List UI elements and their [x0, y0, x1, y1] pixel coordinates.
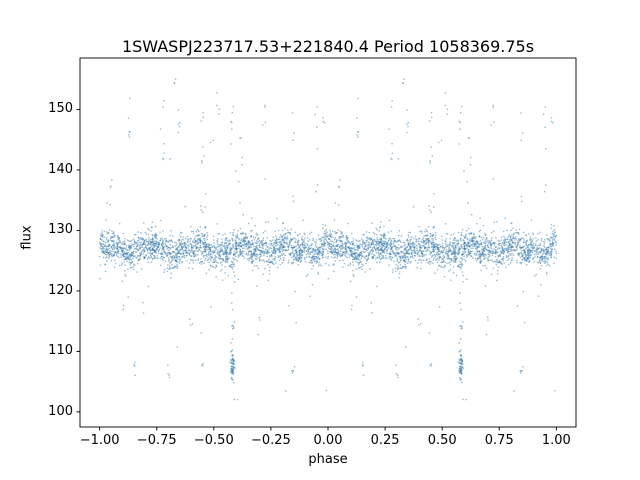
x-tick-label: 0.00 [313, 433, 343, 448]
x-tick-label: −0.25 [250, 433, 291, 448]
x-tick-label: 1.00 [541, 433, 571, 448]
x-tick-label: 0.50 [427, 433, 457, 448]
y-tick-label: 120 [48, 282, 73, 298]
y-tick-label: 100 [48, 403, 73, 419]
y-tick-label: 140 [48, 161, 73, 177]
x-tick-label: −1.00 [79, 433, 120, 448]
y-tick-label: 110 [48, 343, 73, 359]
y-tick-label: 130 [48, 222, 73, 238]
y-tick-label: 150 [48, 101, 73, 117]
chart-title: 1SWASPJ223717.53+221840.4 Period 1058369… [121, 37, 535, 56]
x-axis-label: phase [308, 452, 348, 467]
x-tick-label: −0.75 [136, 433, 177, 448]
x-tick-label: 0.25 [370, 433, 400, 448]
x-tick-label: 0.75 [484, 433, 514, 448]
x-tick-label: −0.50 [193, 433, 234, 448]
